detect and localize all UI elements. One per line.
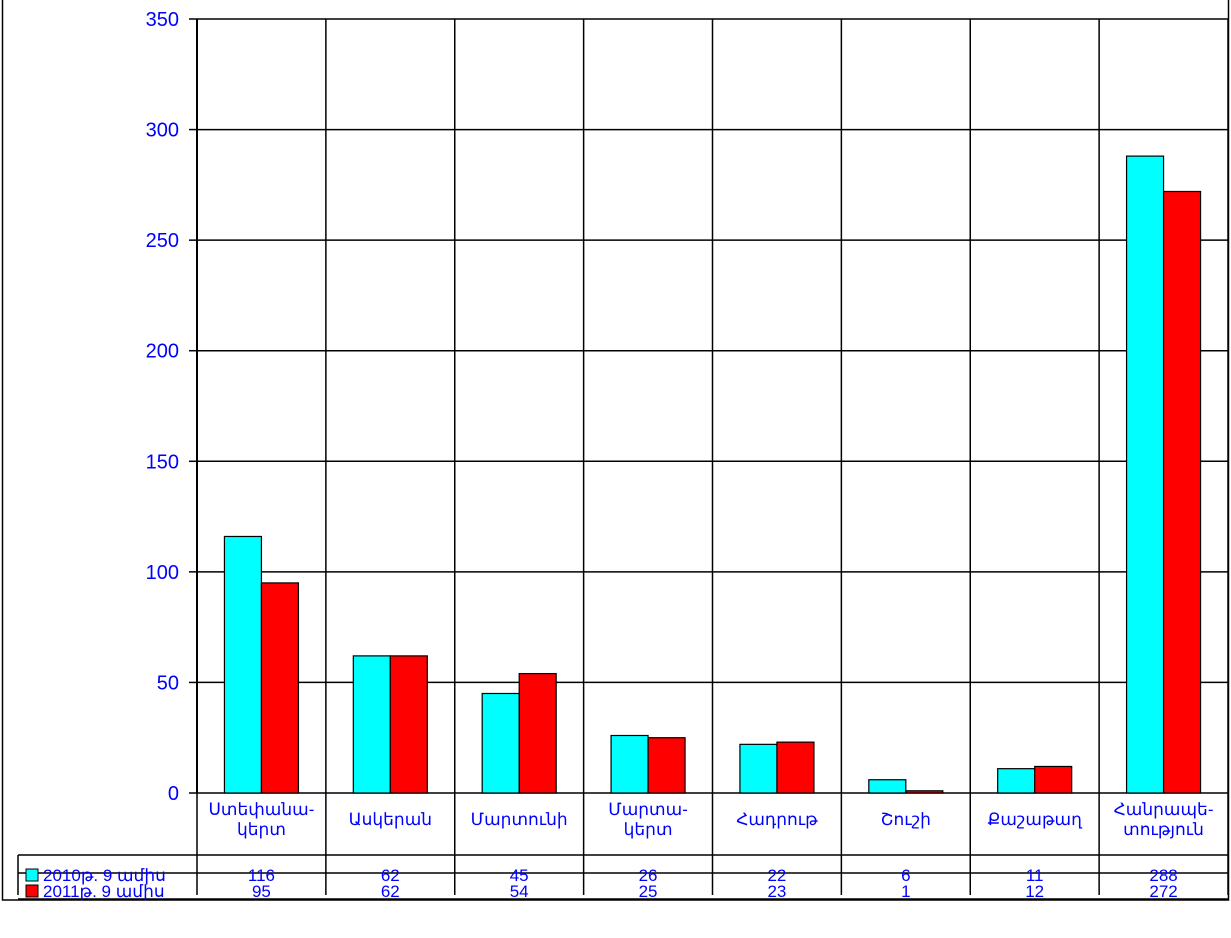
bar-2-5: [776, 741, 815, 794]
table-cell-1-1: 116: [248, 866, 275, 885]
legend-label-2: 2011թ. 9 ամիս: [43, 882, 165, 901]
table-cell-1-3: 45: [510, 866, 529, 885]
category-label-7-line-1: Քաշաթաղ: [988, 810, 1084, 829]
ytick-label-250: 250: [146, 230, 179, 252]
table-cell-2-2: 62: [381, 882, 400, 901]
bar-1-5: [739, 743, 778, 794]
bars: [223, 155, 1202, 794]
bar-2-7: [1034, 765, 1073, 794]
category-label-1-line-1: Ստեփանա-: [208, 800, 314, 819]
bar-1-7: [997, 768, 1036, 794]
table-cell-2-6: 1: [901, 882, 910, 901]
category-label-6-line-1: Շուշի: [881, 810, 931, 829]
legend-swatch-2: [25, 884, 39, 898]
category-label-1-line-2: կերտ: [237, 820, 286, 839]
bar-2-8: [1162, 190, 1202, 794]
table-cell-2-4: 25: [639, 882, 658, 901]
legend-label-1: 2010թ. 9 ամիս: [43, 866, 166, 885]
bar-2-1: [260, 582, 300, 794]
category-label-8-line-1: Հանրապե-: [1114, 800, 1214, 819]
bar-2-6: [905, 790, 944, 794]
ytick-label-200: 200: [146, 341, 179, 363]
data-table: Ստեփանա-կերտ Ասկերան Մարտունի Մարտա-կերտ Հադ…: [17, 800, 1228, 901]
table-cell-1-6: 6: [901, 866, 910, 885]
bar-2-4: [647, 737, 686, 794]
category-label-8-line-2: տություն: [1123, 820, 1204, 839]
table-cell-2-1: 95: [252, 882, 271, 901]
ytick-label-150: 150: [146, 451, 179, 473]
category-label-5-line-1: Հադրութ: [736, 810, 818, 829]
ytick-label-50: 50: [157, 672, 179, 694]
gridlines: [196, 18, 1229, 895]
table-cell-1-4: 26: [639, 866, 658, 885]
table-cell-2-8: 272: [1149, 882, 1177, 901]
ytick-label-350: 350: [146, 9, 179, 31]
legend-swatch-1: [25, 868, 39, 882]
table-cell-1-2: 62: [381, 866, 400, 885]
bar-1-8: [1125, 155, 1165, 794]
table-cell-1-7: 11: [1026, 866, 1044, 885]
bar-1-4: [610, 734, 649, 794]
category-label-3-line-1: Մարտունի: [471, 810, 568, 829]
category-label-4-line-1: Մարտա-: [608, 800, 688, 819]
ytick-label-300: 300: [146, 120, 179, 142]
bar-1-3: [481, 692, 520, 794]
bar-1-2: [352, 655, 391, 794]
bar-1-6: [868, 779, 907, 794]
y-axis: 0 50 100 150 200 250 300 350: [146, 9, 198, 805]
ytick-label-0: 0: [168, 783, 179, 805]
bar-1-1: [223, 535, 263, 794]
ytick-label-100: 100: [146, 562, 179, 584]
table-cell-1-8: 288: [1149, 866, 1177, 885]
category-label-4-line-2: կերտ: [624, 820, 673, 839]
table-cell-1-5: 22: [767, 866, 786, 885]
table-cell-2-5: 23: [767, 882, 786, 901]
bar-2-3: [518, 672, 557, 794]
category-label-2-line-1: Ասկերան: [349, 810, 432, 829]
table-cell-2-7: 12: [1025, 882, 1044, 901]
table-cell-2-3: 54: [510, 882, 529, 901]
bar-2-2: [389, 655, 428, 794]
